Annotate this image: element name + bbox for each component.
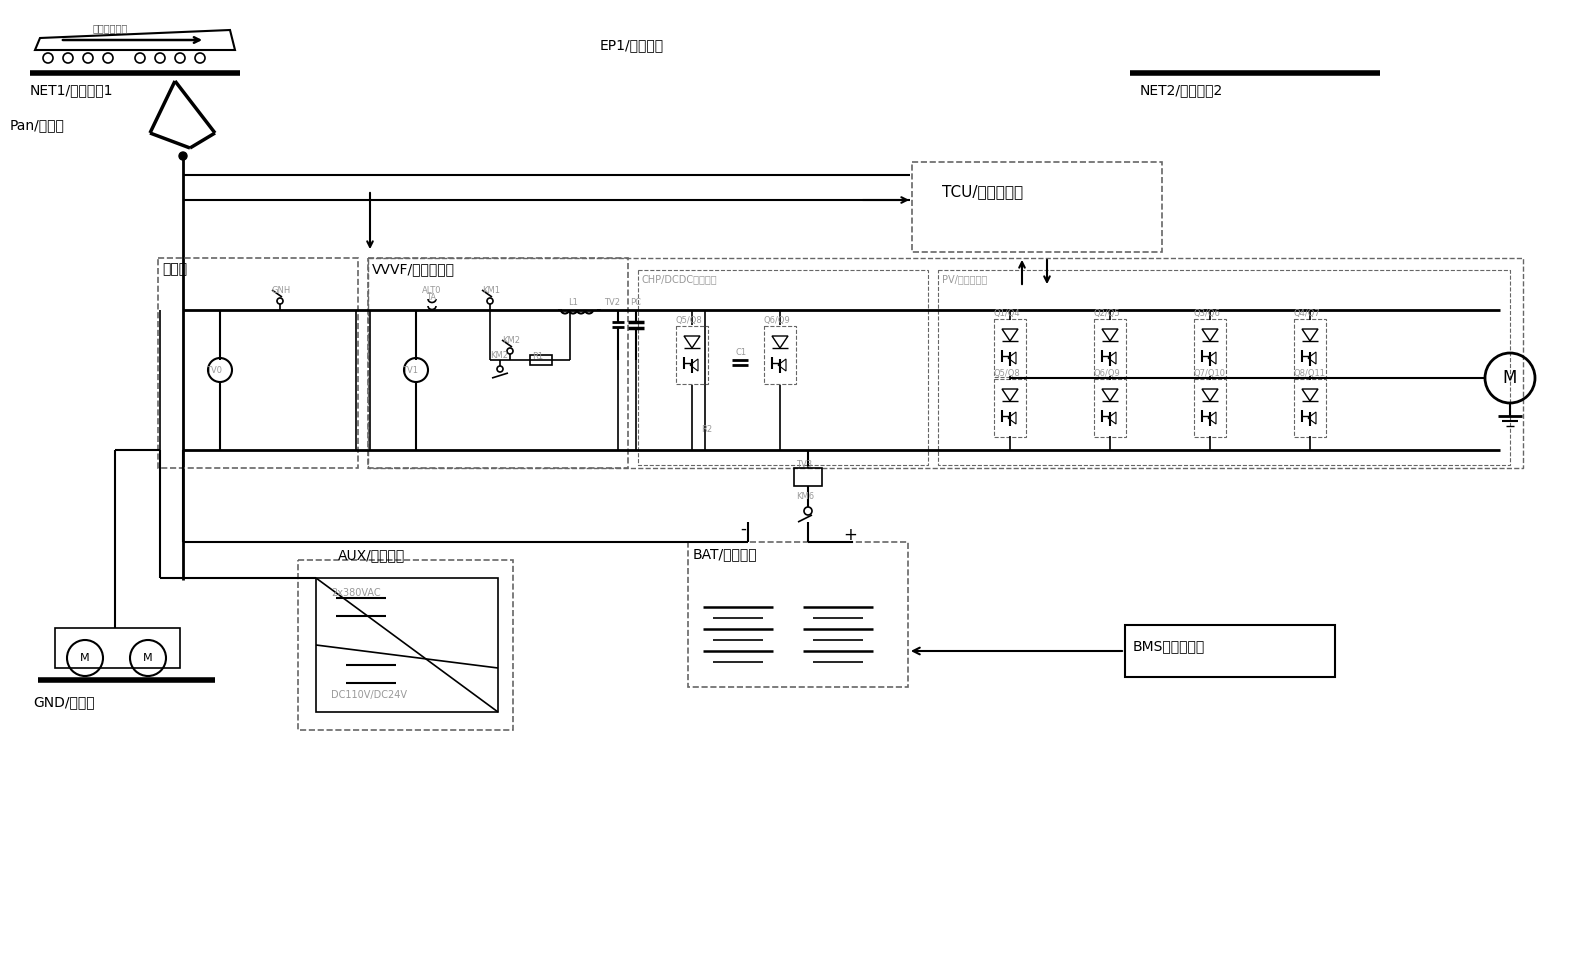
Text: EP1/无网区间: EP1/无网区间 bbox=[601, 38, 664, 52]
Text: L1: L1 bbox=[567, 298, 579, 307]
Text: +: + bbox=[843, 526, 857, 544]
Bar bbox=[1293, 379, 1327, 437]
Bar bbox=[55, 628, 181, 668]
Text: Q8/Q11: Q8/Q11 bbox=[1293, 369, 1327, 378]
Text: Q1/Q4: Q1/Q4 bbox=[994, 309, 1021, 318]
Text: M: M bbox=[143, 653, 152, 663]
Bar bbox=[639, 270, 927, 465]
Bar bbox=[938, 270, 1511, 465]
Text: M: M bbox=[1503, 369, 1517, 387]
Text: Q5/Q8: Q5/Q8 bbox=[675, 316, 702, 325]
Text: BAT/车载储能: BAT/车载储能 bbox=[693, 547, 758, 561]
Bar bbox=[1094, 379, 1125, 437]
Bar bbox=[794, 468, 823, 486]
Text: 列车运行方向: 列车运行方向 bbox=[92, 23, 128, 33]
Bar bbox=[688, 542, 908, 687]
Bar bbox=[158, 258, 358, 468]
Text: Q4/Q7: Q4/Q7 bbox=[1293, 309, 1320, 318]
Text: TA: TA bbox=[426, 293, 436, 302]
Text: VVVF/牵引变流器: VVVF/牵引变流器 bbox=[372, 262, 455, 276]
Bar bbox=[1194, 379, 1227, 437]
Text: NET2/电网区间2: NET2/电网区间2 bbox=[1140, 83, 1224, 97]
Text: PV/逆变器模块: PV/逆变器模块 bbox=[941, 274, 987, 284]
Text: KM6: KM6 bbox=[796, 492, 815, 501]
Text: ALT0: ALT0 bbox=[422, 286, 442, 295]
Bar bbox=[994, 379, 1025, 437]
Bar bbox=[529, 355, 552, 365]
Circle shape bbox=[179, 152, 187, 160]
Bar bbox=[764, 326, 796, 384]
Bar bbox=[1194, 319, 1227, 377]
Text: Q6/Q9: Q6/Q9 bbox=[764, 316, 791, 325]
Text: Q7/Q10: Q7/Q10 bbox=[1194, 369, 1227, 378]
Text: DC110V/DC24V: DC110V/DC24V bbox=[331, 690, 407, 700]
Text: TV3: TV3 bbox=[796, 460, 812, 469]
Bar bbox=[994, 319, 1025, 377]
Text: Pan/受电弓: Pan/受电弓 bbox=[10, 118, 65, 132]
Text: Q5/Q8: Q5/Q8 bbox=[994, 369, 1021, 378]
Text: TV2: TV2 bbox=[604, 298, 620, 307]
Bar bbox=[1125, 625, 1335, 677]
Bar bbox=[911, 162, 1162, 252]
Text: BMS储能控制器: BMS储能控制器 bbox=[1133, 639, 1205, 653]
Text: -: - bbox=[740, 520, 747, 538]
Bar bbox=[1094, 319, 1125, 377]
Text: Q2/Q5: Q2/Q5 bbox=[1094, 309, 1121, 318]
Text: 2x380VAC: 2x380VAC bbox=[331, 588, 380, 598]
Text: Q3/Q6: Q3/Q6 bbox=[1194, 309, 1220, 318]
Text: PC: PC bbox=[629, 298, 640, 307]
Text: KM2: KM2 bbox=[502, 336, 520, 345]
Text: M: M bbox=[81, 653, 90, 663]
Text: KM1: KM1 bbox=[482, 286, 499, 295]
Text: TCU/牵引控制器: TCU/牵引控制器 bbox=[941, 184, 1024, 199]
Text: NET1/电网区间1: NET1/电网区间1 bbox=[30, 83, 114, 97]
Bar bbox=[368, 258, 1523, 468]
Text: C1: C1 bbox=[735, 348, 747, 357]
Text: Q6/Q9: Q6/Q9 bbox=[1094, 369, 1121, 378]
Bar bbox=[1293, 319, 1327, 377]
Text: GNH: GNH bbox=[273, 286, 292, 295]
Bar bbox=[298, 560, 514, 730]
Text: R1: R1 bbox=[533, 352, 544, 361]
Text: TV0: TV0 bbox=[206, 366, 222, 375]
Text: AUX/辅助电源: AUX/辅助电源 bbox=[338, 548, 406, 562]
Text: R2: R2 bbox=[701, 425, 712, 434]
Text: TV1: TV1 bbox=[403, 366, 418, 375]
Text: 高压筱: 高压筱 bbox=[162, 262, 187, 276]
Text: GND/回流轨: GND/回流轨 bbox=[33, 695, 95, 709]
Bar bbox=[368, 258, 628, 468]
Text: CHP/DCDC斩波模块: CHP/DCDC斩波模块 bbox=[642, 274, 718, 284]
Text: KM2: KM2 bbox=[490, 351, 509, 360]
Bar bbox=[675, 326, 708, 384]
